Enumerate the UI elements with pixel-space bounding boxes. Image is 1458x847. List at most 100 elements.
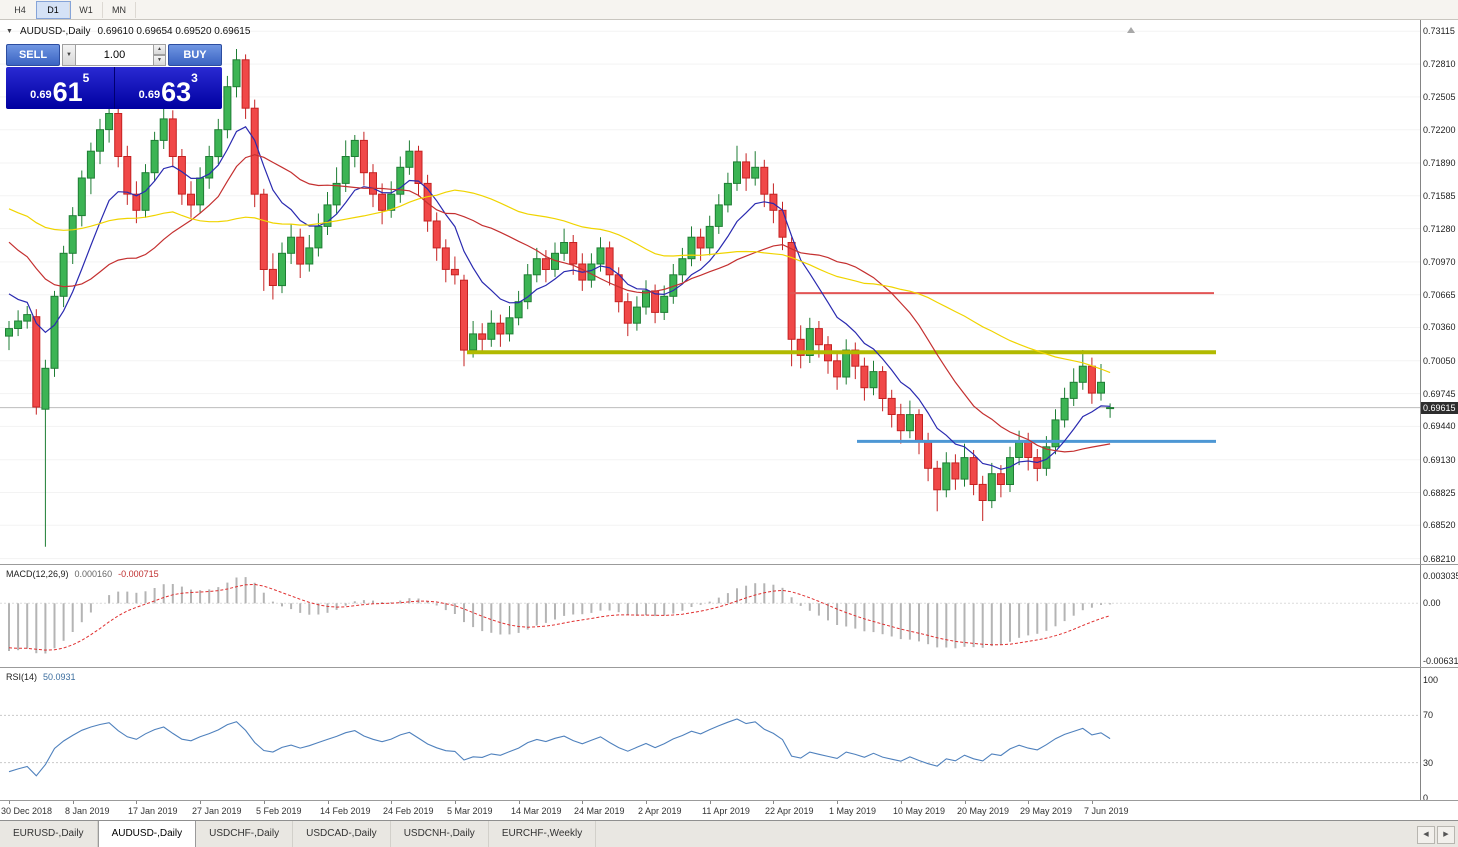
date-label: 22 Apr 2019 (765, 806, 814, 816)
rsi-tick-label: 100 (1423, 675, 1439, 685)
rsi-axis: 100 70 30 0 (1420, 668, 1457, 800)
rsi-pane: 100 70 30 0 RSI(14) 50.0931 (0, 668, 1458, 800)
pane-separator[interactable] (0, 564, 1458, 565)
rsi-name: RSI(14) (6, 672, 38, 682)
chart-tab-usdchfdaily[interactable]: USDCHF-,Daily (196, 821, 294, 847)
date-tick-mark (965, 801, 966, 804)
date-tick-mark (136, 801, 137, 804)
sell-price-big: 61 (52, 77, 83, 107)
date-tick-mark (73, 801, 74, 804)
price-tick-label: 0.72200 (1423, 124, 1456, 135)
macd-main-value: 0.000160 (74, 569, 113, 579)
macd-canvas[interactable] (0, 565, 1420, 667)
chart-tab-eurchfweekly[interactable]: EURCHF-,Weekly (489, 821, 597, 847)
rsi-value: 50.0931 (43, 672, 76, 682)
price-tick-label: 0.69130 (1423, 454, 1456, 465)
collapse-trade-panel-icon[interactable]: ▼ (6, 28, 13, 35)
macd-signal-value: -0.000715 (118, 569, 159, 579)
date-label: 7 Jun 2019 (1084, 806, 1129, 816)
date-label: 5 Mar 2019 (447, 806, 493, 816)
date-axis[interactable]: 30 Dec 2018 8 Jan 2019 17 Jan 2019 27 Jan 2… (0, 801, 1458, 820)
date-label: 10 May 2019 (893, 806, 946, 816)
price-tick-label: 0.68520 (1423, 520, 1456, 531)
date-label: 2 Apr 2019 (638, 806, 682, 816)
current-price-tag: 0.69615 (1421, 401, 1458, 414)
one-click-trading-panel: SELL ▼ ▲ ▼ BUY 0.69 61 5 (6, 44, 222, 109)
price-tick-label: 0.68825 (1423, 487, 1456, 498)
price-tick-label: 0.73115 (1423, 26, 1455, 37)
buy-price-display[interactable]: 0.69 63 3 (115, 67, 223, 109)
pane-separator[interactable] (0, 667, 1458, 668)
price-tick-label: 0.68210 (1423, 553, 1456, 564)
date-label: 8 Jan 2019 (65, 806, 110, 816)
price-display-divider (113, 67, 115, 109)
main-chart-canvas[interactable] (0, 20, 1420, 564)
macd-tick-label: 0.003035 (1423, 570, 1458, 581)
pane-separator[interactable] (0, 800, 1458, 801)
macd-name: MACD(12,26,9) (6, 569, 69, 579)
volume-input[interactable] (76, 44, 153, 66)
price-tick-label: 0.70050 (1423, 355, 1456, 366)
chart-tab-usdcaddaily[interactable]: USDCAD-,Daily (293, 821, 391, 847)
price-tick-label: 0.71585 (1423, 190, 1456, 201)
timeframe-button-w1[interactable]: W1 (70, 1, 103, 18)
chart-ohlc-values: 0.69610 0.69654 0.69520 0.69615 (97, 26, 251, 37)
price-tick-label: 0.70665 (1423, 289, 1456, 300)
timeframe-button-d1[interactable]: D1 (36, 0, 71, 19)
volume-decrease-button[interactable]: ▼ (153, 55, 166, 66)
buy-price-big: 63 (161, 77, 192, 107)
buy-button[interactable]: BUY (168, 44, 222, 66)
volume-increase-button[interactable]: ▲ (153, 44, 166, 55)
date-tick-mark (646, 801, 647, 804)
price-tick-label: 0.72505 (1423, 91, 1456, 102)
macd-axis: 0.003035 0.00 -0.00631 (1420, 565, 1458, 667)
chart-symbol-period: AUDUSD-,Daily (19, 26, 91, 37)
price-tick-label: 0.70970 (1423, 256, 1456, 267)
chart-tab-eurusddaily[interactable]: EURUSD-,Daily (0, 821, 98, 847)
volume-dropdown-button[interactable]: ▼ (62, 44, 76, 66)
date-label: 11 Apr 2019 (702, 806, 750, 816)
macd-tick-label: -0.00631 (1423, 655, 1458, 666)
tab-scroll-left-button[interactable]: ◀ (1417, 826, 1435, 844)
timeframe-toolbar: H4 D1 W1 MN (0, 0, 1458, 20)
timeframe-button-mn[interactable]: MN (103, 1, 136, 18)
chart-tab-audusddaily[interactable]: AUDUSD-,Daily (97, 821, 197, 847)
buy-price-pip: 3 (191, 71, 198, 85)
chart-tab-usdcnhdaily[interactable]: USDCNH-,Daily (391, 821, 489, 847)
price-tick-label: 0.71280 (1423, 223, 1456, 234)
timeframe-button-h4[interactable]: H4 (4, 1, 37, 18)
date-tick-mark (837, 801, 838, 804)
date-tick-mark (391, 801, 392, 804)
rsi-canvas[interactable] (0, 668, 1420, 800)
chart-title: ▼ AUDUSD-,Daily 0.69610 0.69654 0.69520 … (6, 26, 250, 37)
price-tick-label: 0.70360 (1423, 322, 1456, 333)
date-label: 24 Mar 2019 (574, 806, 625, 816)
rsi-tick-label: 70 (1423, 710, 1434, 721)
rsi-label: RSI(14) 50.0931 (6, 672, 76, 682)
chart-shift-marker (1127, 27, 1135, 33)
date-tick-mark (328, 801, 329, 804)
date-tick-mark (582, 801, 583, 804)
sell-button[interactable]: SELL (6, 44, 60, 66)
date-label: 5 Feb 2019 (256, 806, 302, 816)
date-tick-mark (710, 801, 711, 804)
date-tick-mark (1092, 801, 1093, 804)
sell-price-display[interactable]: 0.69 61 5 (6, 67, 114, 109)
date-label: 24 Feb 2019 (383, 806, 434, 816)
tab-scroll-right-button[interactable]: ▶ (1437, 826, 1455, 844)
chart-tab-bar: EURUSD-,Daily AUDUSD-,Daily USDCHF-,Daily U… (0, 820, 1458, 847)
date-label: 14 Mar 2019 (511, 806, 562, 816)
date-label: 20 May 2019 (957, 806, 1010, 816)
sell-price-pip: 5 (82, 71, 90, 85)
price-axis[interactable]: 0.73115 0.72810 0.72505 0.72200 0.71890 0.715… (1420, 20, 1458, 564)
date-label: 14 Feb 2019 (320, 806, 371, 816)
chart-tab-list: EURUSD-,Daily AUDUSD-,Daily USDCHF-,Daily U… (0, 821, 597, 847)
macd-pane: 0.003035 0.00 -0.00631 MACD(12,26,9) 0.0001… (0, 565, 1458, 667)
date-tick-mark (9, 801, 10, 804)
macd-label: MACD(12,26,9) 0.000160 -0.000715 (6, 569, 159, 579)
volume-control: ▼ ▲ ▼ (62, 44, 166, 66)
date-tick-mark (773, 801, 774, 804)
date-label: 1 May 2019 (829, 806, 877, 816)
date-tick-mark (264, 801, 265, 804)
sell-price-prefix: 0.69 (30, 89, 52, 101)
